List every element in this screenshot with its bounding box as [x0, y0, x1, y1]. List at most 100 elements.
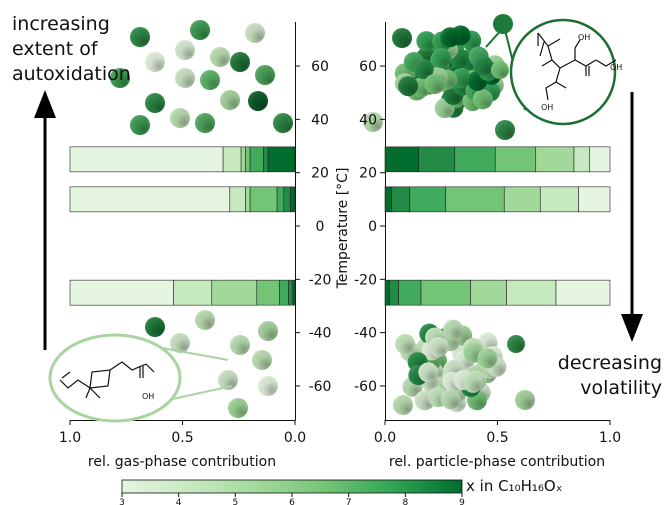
gas-bar-segment	[245, 186, 251, 213]
gas-bar-segment	[267, 146, 296, 173]
molecule-top-oh-2: OH	[610, 63, 622, 72]
y-tick-label-left: 20	[311, 166, 329, 182]
gas-phase-bars	[69, 146, 296, 306]
molecule-sphere	[228, 398, 248, 418]
molecule-sphere	[472, 55, 493, 76]
molecule-sphere	[175, 40, 195, 60]
annotation-line-2: extent of	[12, 38, 99, 60]
molecule-sphere	[170, 108, 190, 128]
molecule-sphere	[395, 334, 415, 354]
gas-bar-segment	[229, 186, 246, 213]
up-arrow-head	[34, 90, 56, 118]
molecule-sphere	[210, 47, 230, 67]
x-axis-label-gas: rel. gas-phase contribution	[88, 454, 276, 470]
colorbar-tick-label: 9	[459, 498, 465, 505]
molecule-sphere	[195, 113, 215, 133]
gas-bar-segment	[290, 186, 296, 213]
molecule-sphere	[413, 59, 434, 80]
annotation-line-1: increasing	[12, 13, 110, 35]
gas-bar-segment	[211, 279, 258, 306]
y-tick-label-right: -20	[354, 272, 377, 288]
gas-bar-segment	[69, 186, 231, 213]
particle-bar-segment	[420, 279, 471, 306]
y-tick-label-right: 40	[359, 112, 377, 128]
gas-bar-segment	[283, 186, 291, 213]
molecule-sphere	[145, 93, 165, 113]
particle-bar-segment	[494, 146, 537, 173]
colorbar: 3 4 5 6 7 8 9 x in C₁₀H₁₆Oₓ	[119, 477, 562, 505]
particle-bar-segment	[589, 146, 611, 173]
particle-bar-segment	[555, 279, 611, 306]
particle-bar-segment	[384, 186, 393, 213]
molecule-sphere	[495, 120, 515, 140]
colorbar-label: x in C₁₀H₁₆Oₓ	[466, 477, 562, 495]
gas-bar-segment	[245, 146, 251, 173]
molecule-sphere	[248, 91, 268, 111]
molecule-sphere	[515, 390, 535, 410]
particle-bar-segment	[535, 146, 575, 173]
molecule-sphere	[477, 348, 498, 369]
molecule-sphere	[440, 27, 461, 48]
gas-bar-segment	[278, 279, 289, 306]
molecule-sphere	[393, 395, 413, 415]
volatility-annotation: decreasing volatility	[558, 92, 662, 399]
molecule-sphere	[230, 335, 250, 355]
molecule-sphere	[363, 112, 383, 132]
x-tick-label-gas: 0.0	[284, 430, 306, 446]
molecule-sphere	[418, 362, 439, 383]
gas-bar-segment	[222, 146, 242, 173]
particle-bar-segment	[389, 279, 399, 306]
molecule-sphere	[472, 89, 493, 110]
particle-bar-segment	[454, 146, 496, 173]
molecule-sphere	[145, 317, 165, 337]
molecule-bottom-oh: OH	[142, 392, 154, 401]
particle-bar-segment	[539, 186, 579, 213]
particle-bar-segment	[391, 186, 411, 213]
colorbar-tick-label: 3	[119, 498, 125, 505]
molecule-sphere	[255, 65, 275, 85]
low-oxidation-molecule-inset: OH	[48, 333, 233, 423]
y-tick-label-right: 0	[368, 219, 377, 235]
y-tick-label-right: 60	[359, 59, 377, 75]
molecule-sphere	[392, 28, 412, 48]
molecule-sphere	[130, 115, 150, 135]
inset-seed-sphere	[493, 14, 513, 34]
molecule-sphere	[416, 31, 437, 52]
molecule-sphere	[220, 90, 240, 110]
gas-bar-segment	[240, 146, 246, 173]
gas-bar-segment	[276, 186, 285, 213]
particle-phase-bars	[384, 146, 611, 306]
particle-bar-segment	[384, 279, 390, 306]
particle-bar-segment	[578, 186, 611, 213]
autoxidation-annotation: increasing extent of autoxidation	[12, 13, 131, 350]
colorbar-tick-label: 6	[289, 498, 295, 505]
y-axis-label-temperature: Temperature [°C]	[335, 168, 351, 290]
gas-bar-segment	[69, 146, 224, 173]
particle-bar-segment	[445, 186, 505, 213]
particle-bar-segment	[384, 146, 420, 173]
molecule-sphere	[245, 23, 265, 43]
y-tick-label-left: -60	[309, 379, 332, 395]
inset-bubble-top	[509, 18, 617, 126]
molecule-sphere	[507, 335, 525, 353]
gas-bar-segment	[292, 279, 296, 306]
particle-bar-segment	[398, 279, 422, 306]
y-tick-label-right: -60	[354, 379, 377, 395]
molecule-sphere	[145, 52, 165, 72]
molecule-skeleton-top	[537, 32, 617, 101]
colorbar-ticks: 3 4 5 6 7 8 9	[119, 493, 465, 505]
molecule-sphere	[463, 372, 484, 393]
molecule-sphere	[252, 350, 272, 370]
particle-bar-segment	[409, 186, 447, 213]
gas-bar-segment	[173, 279, 213, 306]
y-tick-label-right: -40	[354, 326, 377, 342]
y-tick-label-left: 0	[316, 219, 325, 235]
particle-bar-segment	[506, 279, 557, 306]
x-tick-label-particle: 0.0	[374, 430, 396, 446]
molecule-sphere	[200, 70, 220, 90]
gas-bar-segment	[249, 186, 278, 213]
molecule-skeleton-bottom	[59, 361, 155, 399]
molecule-sphere	[440, 389, 461, 410]
molecule-sphere	[491, 61, 509, 79]
